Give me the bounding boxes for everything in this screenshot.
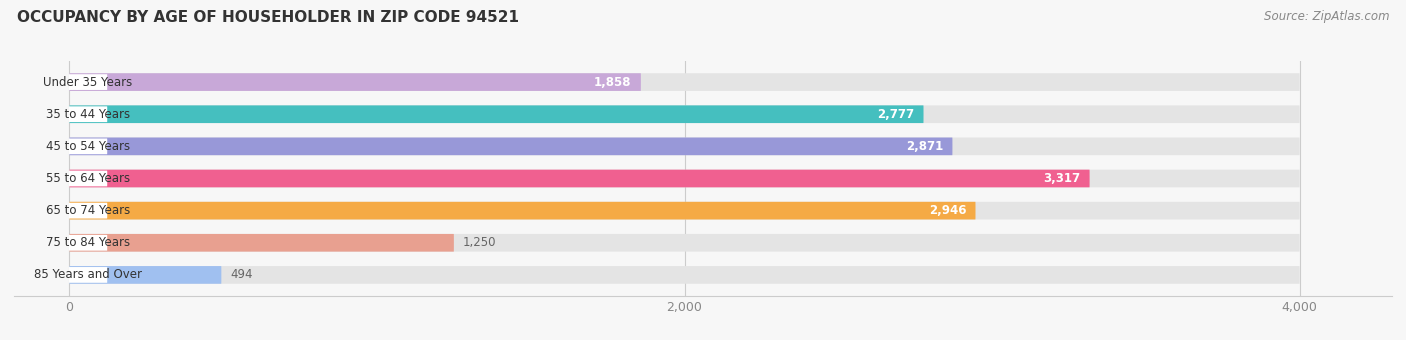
FancyBboxPatch shape bbox=[69, 170, 1299, 187]
Text: 55 to 64 Years: 55 to 64 Years bbox=[46, 172, 131, 185]
Text: 2,946: 2,946 bbox=[929, 204, 966, 217]
Text: Source: ZipAtlas.com: Source: ZipAtlas.com bbox=[1264, 10, 1389, 23]
Text: 85 Years and Over: 85 Years and Over bbox=[34, 268, 142, 282]
FancyBboxPatch shape bbox=[69, 137, 952, 155]
FancyBboxPatch shape bbox=[69, 203, 107, 219]
FancyBboxPatch shape bbox=[69, 138, 107, 154]
FancyBboxPatch shape bbox=[69, 105, 1299, 123]
Text: 1,250: 1,250 bbox=[463, 236, 496, 249]
Text: 3,317: 3,317 bbox=[1043, 172, 1080, 185]
Text: 1,858: 1,858 bbox=[595, 75, 631, 89]
FancyBboxPatch shape bbox=[69, 74, 107, 90]
FancyBboxPatch shape bbox=[69, 234, 1299, 252]
Text: Under 35 Years: Under 35 Years bbox=[44, 75, 132, 89]
Text: 2,871: 2,871 bbox=[905, 140, 943, 153]
FancyBboxPatch shape bbox=[69, 235, 107, 251]
FancyBboxPatch shape bbox=[69, 170, 1090, 187]
FancyBboxPatch shape bbox=[69, 202, 976, 220]
FancyBboxPatch shape bbox=[69, 73, 641, 91]
FancyBboxPatch shape bbox=[69, 266, 1299, 284]
FancyBboxPatch shape bbox=[69, 105, 924, 123]
FancyBboxPatch shape bbox=[69, 171, 107, 186]
FancyBboxPatch shape bbox=[69, 106, 107, 122]
FancyBboxPatch shape bbox=[69, 266, 221, 284]
FancyBboxPatch shape bbox=[69, 202, 1299, 220]
FancyBboxPatch shape bbox=[69, 137, 1299, 155]
FancyBboxPatch shape bbox=[69, 234, 454, 252]
Text: 2,777: 2,777 bbox=[877, 108, 914, 121]
Text: 494: 494 bbox=[231, 268, 253, 282]
FancyBboxPatch shape bbox=[69, 73, 1299, 91]
Text: 65 to 74 Years: 65 to 74 Years bbox=[46, 204, 131, 217]
Text: 45 to 54 Years: 45 to 54 Years bbox=[46, 140, 131, 153]
FancyBboxPatch shape bbox=[69, 267, 107, 283]
Text: 75 to 84 Years: 75 to 84 Years bbox=[46, 236, 131, 249]
Text: OCCUPANCY BY AGE OF HOUSEHOLDER IN ZIP CODE 94521: OCCUPANCY BY AGE OF HOUSEHOLDER IN ZIP C… bbox=[17, 10, 519, 25]
Text: 35 to 44 Years: 35 to 44 Years bbox=[46, 108, 131, 121]
